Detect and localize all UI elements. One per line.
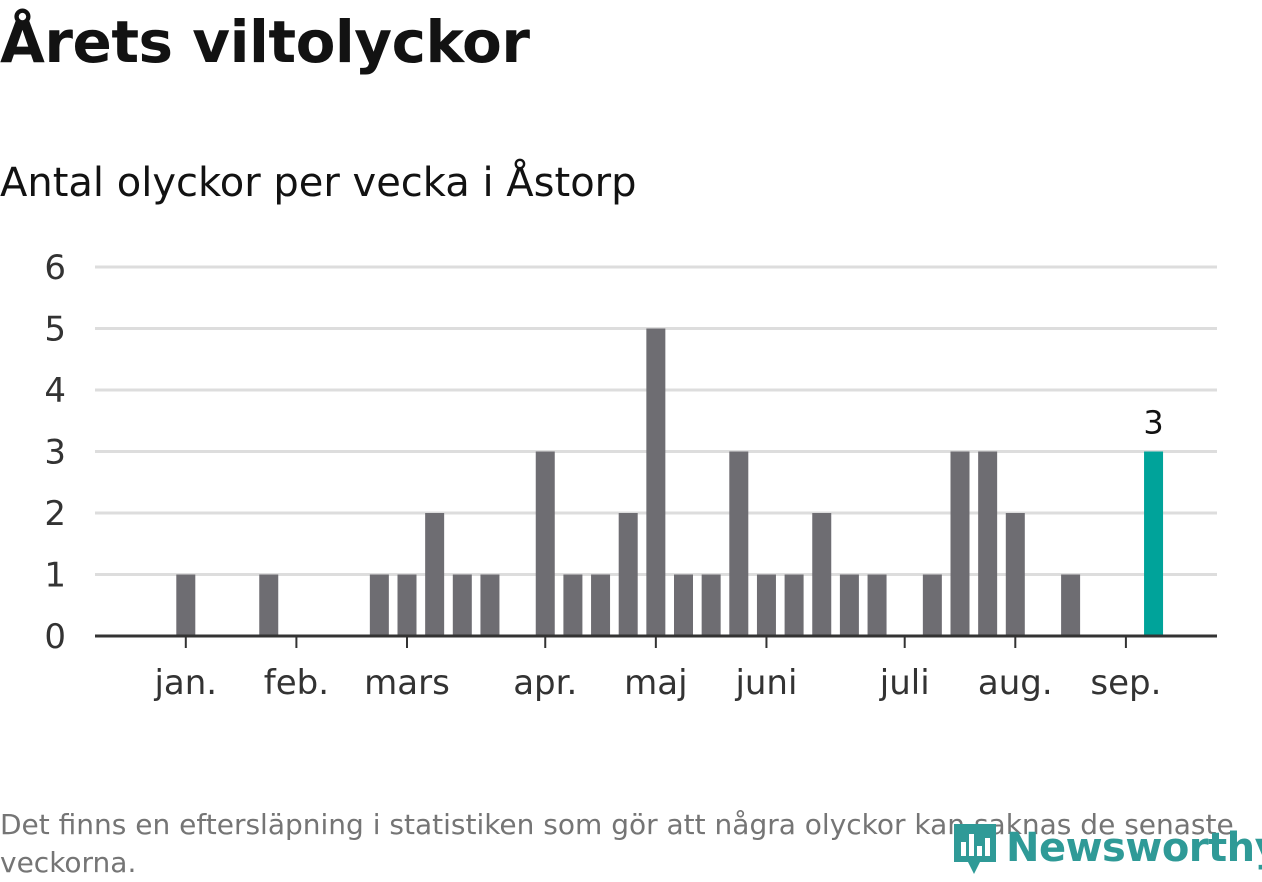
bar xyxy=(922,574,942,636)
y-tick-label: 2 xyxy=(44,494,66,534)
bar xyxy=(480,574,500,636)
bar xyxy=(701,574,721,636)
bar xyxy=(397,574,417,636)
bar xyxy=(950,451,970,636)
bar xyxy=(978,451,998,636)
chart-subtitle: Antal olyckor per vecka i Åstorp xyxy=(0,160,637,206)
x-tick-label: maj xyxy=(624,663,687,703)
highlight-data-label: 3 xyxy=(1143,404,1163,442)
bar xyxy=(563,574,583,636)
x-tick-label: aug. xyxy=(978,663,1053,703)
x-tick-label: jan. xyxy=(153,663,217,703)
y-axis-ticks: 0 1 2 3 4 5 6 xyxy=(44,248,66,657)
bar xyxy=(756,574,776,636)
bar xyxy=(425,513,445,636)
highlight-bar xyxy=(1144,451,1164,636)
x-tick-label: sep. xyxy=(1090,663,1161,703)
bar xyxy=(784,574,804,636)
bar xyxy=(1061,574,1081,636)
newsworthy-logo: Newsworthy xyxy=(950,818,1262,878)
y-tick-label: 3 xyxy=(44,433,66,473)
bar xyxy=(618,513,638,636)
y-tick-label: 0 xyxy=(44,617,66,657)
y-tick-label: 1 xyxy=(44,556,66,596)
x-tick-label: apr. xyxy=(513,663,577,703)
x-tick-label: juli xyxy=(879,663,930,703)
x-tick-label: feb. xyxy=(264,663,329,703)
bar xyxy=(259,574,279,636)
bar xyxy=(1005,513,1025,636)
bar xyxy=(812,513,832,636)
bar xyxy=(839,574,859,636)
bars: 3 xyxy=(176,328,1164,636)
bar xyxy=(674,574,693,636)
bar xyxy=(369,574,389,636)
logo-icon xyxy=(954,824,996,874)
y-tick-label: 6 xyxy=(44,248,66,288)
logo-text: Newsworthy xyxy=(1006,825,1262,871)
y-tick-label: 5 xyxy=(44,310,66,350)
bar xyxy=(729,451,749,636)
chart-title: Årets viltolyckor xyxy=(0,8,530,76)
bar xyxy=(591,574,611,636)
footnote: Det finns en eftersläpning i statistiken… xyxy=(0,808,1234,879)
bar xyxy=(646,328,666,636)
bar xyxy=(176,574,196,636)
x-axis: jan. feb. mars apr. maj juni juli aug. sep. xyxy=(95,634,1217,703)
y-tick-label: 4 xyxy=(44,371,66,411)
x-tick-label: mars xyxy=(364,663,450,703)
x-tick-label: juni xyxy=(734,663,797,703)
bar xyxy=(535,451,555,636)
bar xyxy=(452,574,472,636)
bar xyxy=(867,574,887,636)
